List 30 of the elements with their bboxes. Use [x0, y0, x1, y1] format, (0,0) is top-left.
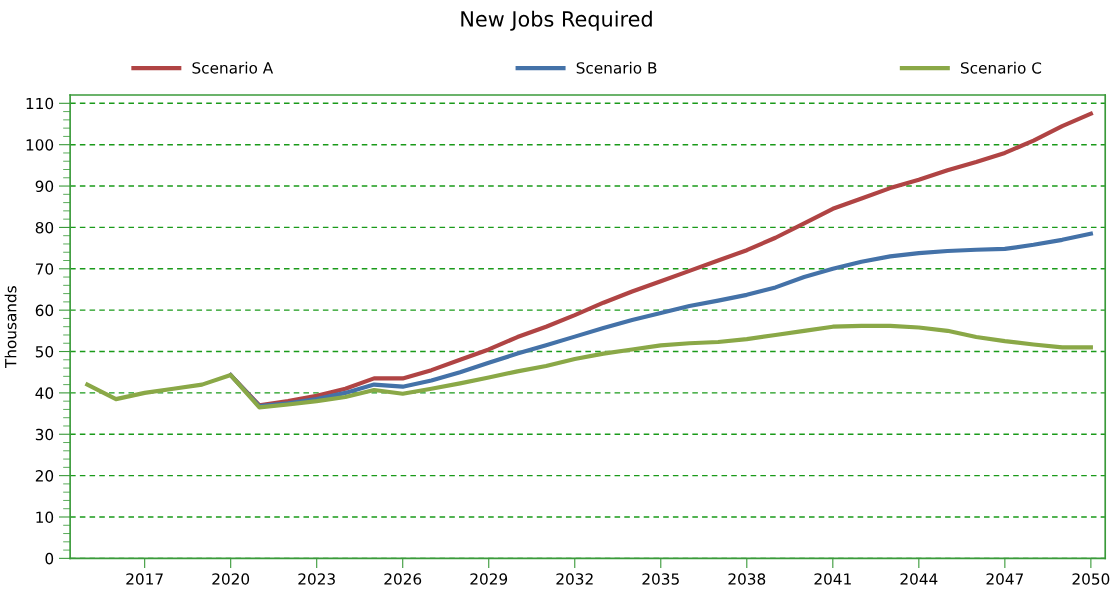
y-tick-label: 70	[35, 263, 54, 275]
y-tick-label: 100	[26, 139, 54, 151]
legend-label: Scenario C	[960, 61, 1042, 74]
y-tick-label: 90	[35, 180, 54, 193]
y-tick-label: 40	[35, 387, 54, 399]
y-tick-label: 0	[45, 552, 54, 565]
x-tick-label: 2029	[470, 573, 508, 585]
x-tick-label: 2044	[900, 573, 938, 585]
x-tick-label: 2047	[986, 573, 1023, 585]
y-tick-label: 50	[35, 345, 54, 358]
y-tick-label: 20	[35, 470, 54, 482]
legend-label: Scenario B	[576, 61, 657, 74]
chart-title: New Jobs Required	[461, 10, 652, 31]
x-tick-label: 2050	[1072, 573, 1110, 585]
x-tick-label: 2023	[298, 573, 335, 585]
x-tick-label: 2020	[212, 573, 250, 585]
x-tick-label: 2041	[814, 573, 851, 585]
x-tick-label: 2017	[126, 573, 163, 585]
x-tick-label: 2026	[384, 573, 422, 585]
x-tick-label: 2038	[728, 573, 766, 585]
y-axis-title: Thousands	[4, 286, 17, 369]
x-tick-label: 2032	[556, 573, 593, 585]
legend-label: Scenario A	[192, 61, 274, 74]
y-tick-label: 110	[26, 97, 54, 110]
line-series	[85, 323, 1093, 410]
x-tick-label: 2035	[642, 573, 679, 585]
y-tick-label: 80	[35, 221, 54, 234]
y-tick-label: 30	[35, 428, 54, 441]
y-tick-label: 10	[36, 511, 54, 524]
y-tick-label: 60	[35, 304, 54, 317]
